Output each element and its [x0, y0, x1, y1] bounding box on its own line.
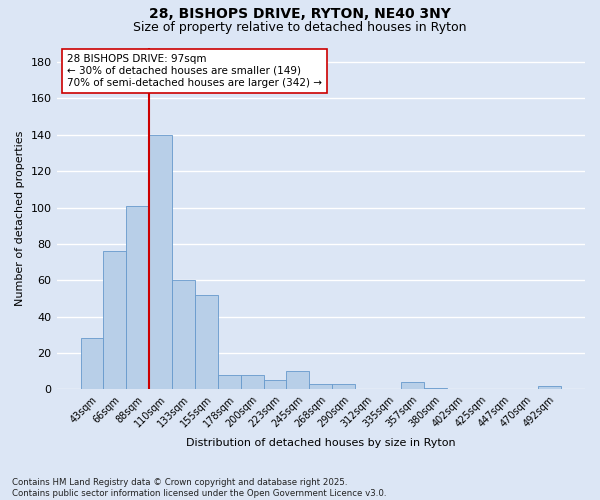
Bar	[538, 386, 561, 390]
Text: Size of property relative to detached houses in Ryton: Size of property relative to detached ho…	[133, 21, 467, 34]
Text: Contains HM Land Registry data © Crown copyright and database right 2025.
Contai: Contains HM Land Registry data © Crown c…	[12, 478, 386, 498]
Bar	[218, 375, 241, 390]
Bar	[241, 375, 263, 390]
Bar	[195, 295, 218, 390]
Bar	[103, 251, 127, 390]
Bar	[127, 206, 149, 390]
Bar	[332, 384, 355, 390]
Bar	[263, 380, 286, 390]
Bar	[172, 280, 195, 390]
Bar	[424, 388, 446, 390]
Bar	[80, 338, 103, 390]
Bar	[286, 371, 310, 390]
Text: 28 BISHOPS DRIVE: 97sqm
← 30% of detached houses are smaller (149)
70% of semi-d: 28 BISHOPS DRIVE: 97sqm ← 30% of detache…	[67, 54, 322, 88]
Bar	[149, 135, 172, 390]
X-axis label: Distribution of detached houses by size in Ryton: Distribution of detached houses by size …	[186, 438, 455, 448]
Bar	[310, 384, 332, 390]
Y-axis label: Number of detached properties: Number of detached properties	[15, 131, 25, 306]
Bar	[401, 382, 424, 390]
Text: 28, BISHOPS DRIVE, RYTON, NE40 3NY: 28, BISHOPS DRIVE, RYTON, NE40 3NY	[149, 8, 451, 22]
